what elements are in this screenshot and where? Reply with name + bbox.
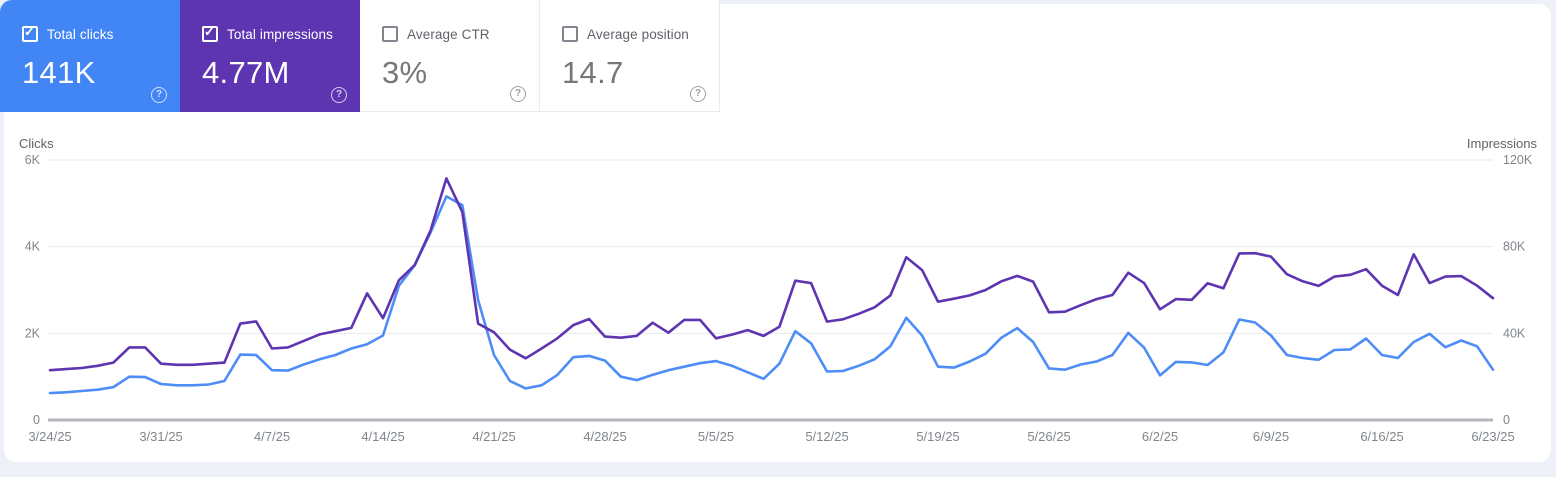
average-ctr-value: 3% [382,55,428,90]
help-icon[interactable]: ? [690,86,706,102]
date-label: 5/5/25 [698,429,734,444]
total-impressions-checkbox[interactable]: ✓ [202,24,218,42]
average-ctr-checkbox[interactable]: ✓ [382,26,398,42]
checkmark-icon: ✓ [204,24,215,39]
right-axis-title: Impressions [1467,136,1538,151]
left-axis-tick: 6K [25,153,41,167]
card-label: Average position [587,26,689,42]
total-clicks-value: 141K [22,55,96,90]
date-label: 4/28/25 [583,429,626,444]
date-label: 6/23/25 [1471,429,1514,444]
date-label: 5/19/25 [916,429,959,444]
date-label: 6/16/25 [1360,429,1403,444]
impressions-line [48,177,1495,372]
help-icon[interactable]: ? [331,87,347,103]
left-axis-tick: 4K [25,240,41,254]
left-axis-tick: 0 [33,413,40,427]
average-position-checkbox[interactable]: ✓ [562,26,578,42]
card-label: Average CTR [407,26,490,42]
card-average-ctr[interactable]: ✓ Average CTR 3% ? [360,0,540,112]
left-axis-tick: 2K [25,326,41,340]
date-label: 3/31/25 [139,429,182,444]
left-axis-title: Clicks [19,136,54,151]
metric-cards: ✓ Total clicks 141K ? ✓ Total impression… [0,0,720,112]
help-icon[interactable]: ? [510,86,526,102]
total-impressions-value: 4.77M [202,55,290,90]
card-average-position[interactable]: ✓ Average position 14.7 ? [540,0,720,112]
card-total-impressions[interactable]: ✓ Total impressions 4.77M ? [180,0,360,112]
right-axis-tick: 80K [1503,240,1526,254]
average-position-value: 14.7 [562,55,624,90]
date-label: 3/24/25 [28,429,71,444]
date-label: 6/2/25 [1142,429,1178,444]
help-icon[interactable]: ? [151,87,167,103]
date-label: 4/14/25 [361,429,404,444]
date-label: 6/9/25 [1253,429,1289,444]
date-label: 5/26/25 [1027,429,1070,444]
clicks-line [48,195,1495,395]
right-axis-tick: 120K [1503,153,1533,167]
date-label: 4/7/25 [254,429,290,444]
total-clicks-checkbox[interactable]: ✓ [22,24,38,42]
card-label: Total impressions [227,26,333,42]
checkmark-icon: ✓ [24,24,35,39]
right-axis-tick: 40K [1503,326,1526,340]
date-label: 4/21/25 [472,429,515,444]
card-total-clicks[interactable]: ✓ Total clicks 141K ? [0,0,180,112]
card-label: Total clicks [47,26,114,42]
date-label: 5/12/25 [805,429,848,444]
right-axis-tick: 0 [1503,413,1510,427]
